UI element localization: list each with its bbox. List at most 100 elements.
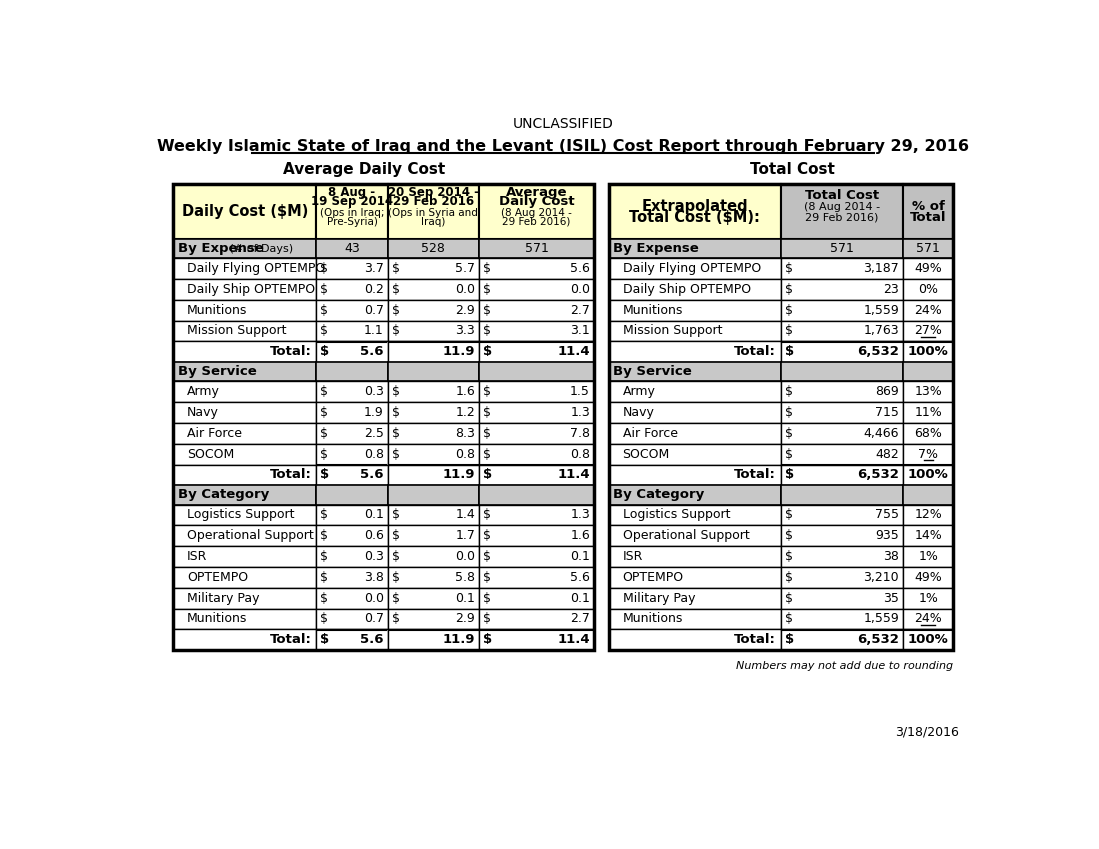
Text: $: $ <box>320 529 329 543</box>
Text: SOCOM: SOCOM <box>622 447 669 461</box>
Text: 29 Feb 2016: 29 Feb 2016 <box>392 195 474 209</box>
Text: $: $ <box>391 612 400 626</box>
Text: 5.6: 5.6 <box>360 633 384 646</box>
Bar <box>479 402 593 423</box>
Text: Total:: Total: <box>734 346 776 358</box>
Bar <box>780 183 903 239</box>
Bar <box>173 504 317 526</box>
Text: 6,532: 6,532 <box>857 469 899 481</box>
Text: $: $ <box>785 385 792 398</box>
Text: Navy: Navy <box>622 406 654 419</box>
Text: $: $ <box>391 427 400 440</box>
Text: Total:: Total: <box>734 469 776 481</box>
Bar <box>173 526 317 546</box>
Text: 2.5: 2.5 <box>364 427 384 440</box>
Text: $: $ <box>785 304 792 317</box>
Bar <box>780 588 903 609</box>
Bar <box>903 629 954 650</box>
Bar <box>317 402 388 423</box>
Bar <box>609 363 780 381</box>
Text: 13%: 13% <box>914 385 942 398</box>
Text: 2.7: 2.7 <box>570 304 590 317</box>
Bar <box>173 341 317 363</box>
Text: $: $ <box>320 324 329 337</box>
Text: 3/18/2016: 3/18/2016 <box>895 726 958 739</box>
Text: 1.3: 1.3 <box>570 406 590 419</box>
Bar <box>173 444 317 464</box>
Text: Pre-Syria): Pre-Syria) <box>326 217 377 227</box>
Text: 11.4: 11.4 <box>557 469 590 481</box>
Text: Operational Support: Operational Support <box>622 529 750 543</box>
Bar <box>388 363 479 381</box>
Text: Military Pay: Military Pay <box>187 592 259 604</box>
Bar <box>479 423 593 444</box>
Text: 11.9: 11.9 <box>443 469 475 481</box>
Bar <box>903 423 954 444</box>
Bar <box>780 300 903 321</box>
Text: $: $ <box>785 550 792 563</box>
Bar <box>903 588 954 609</box>
Text: 1.5: 1.5 <box>570 385 590 398</box>
Bar <box>388 546 479 567</box>
Text: 1.6: 1.6 <box>570 529 590 543</box>
Text: 6,532: 6,532 <box>857 633 899 646</box>
Bar <box>388 279 479 300</box>
Text: 528: 528 <box>422 242 445 255</box>
Bar <box>780 341 903 363</box>
Text: 3,210: 3,210 <box>864 571 899 584</box>
Text: 0.0: 0.0 <box>455 550 475 563</box>
Bar <box>173 464 317 486</box>
Bar <box>780 321 903 341</box>
Text: $: $ <box>484 324 491 337</box>
Bar <box>173 486 317 504</box>
Bar <box>609 300 780 321</box>
Text: 8 Aug -: 8 Aug - <box>329 186 376 200</box>
Bar <box>609 444 780 464</box>
Text: $: $ <box>320 571 329 584</box>
Text: 7.8: 7.8 <box>570 427 590 440</box>
Text: 11.9: 11.9 <box>443 633 475 646</box>
Bar <box>173 183 317 239</box>
Bar <box>609 341 780 363</box>
Text: $: $ <box>320 612 329 626</box>
Text: $: $ <box>484 262 491 275</box>
Bar <box>903 526 954 546</box>
Text: $: $ <box>785 406 792 419</box>
Text: $: $ <box>320 385 329 398</box>
Bar <box>609 279 780 300</box>
Text: Air Force: Air Force <box>187 427 242 440</box>
Bar <box>903 239 954 258</box>
Text: 935: 935 <box>876 529 899 543</box>
Text: 1%: 1% <box>919 592 939 604</box>
Text: $: $ <box>320 509 329 521</box>
Text: 1.2: 1.2 <box>455 406 475 419</box>
Bar <box>609 567 780 588</box>
Text: 0.1: 0.1 <box>570 592 590 604</box>
Text: 5.6: 5.6 <box>360 469 384 481</box>
Text: $: $ <box>785 262 792 275</box>
Bar <box>173 629 317 650</box>
Text: 24%: 24% <box>914 304 942 317</box>
Text: 11.4: 11.4 <box>557 346 590 358</box>
Text: 1,763: 1,763 <box>864 324 899 337</box>
Bar <box>317 546 388 567</box>
Text: 3.7: 3.7 <box>364 262 384 275</box>
Text: Mission Support: Mission Support <box>622 324 722 337</box>
Text: $: $ <box>785 469 793 481</box>
Bar <box>609 402 780 423</box>
Text: $: $ <box>320 346 330 358</box>
Bar <box>780 504 903 526</box>
Bar <box>388 423 479 444</box>
Bar <box>173 546 317 567</box>
Bar <box>479 629 593 650</box>
Bar <box>317 423 388 444</box>
Text: 11.4: 11.4 <box>557 633 590 646</box>
Text: 715: 715 <box>875 406 899 419</box>
Bar <box>609 381 780 402</box>
Text: 38: 38 <box>884 550 899 563</box>
Bar <box>388 381 479 402</box>
Text: 24%: 24% <box>914 612 942 626</box>
Text: 3.8: 3.8 <box>364 571 384 584</box>
Text: 0.3: 0.3 <box>364 385 384 398</box>
Text: % of: % of <box>912 200 945 213</box>
